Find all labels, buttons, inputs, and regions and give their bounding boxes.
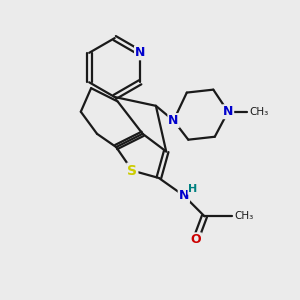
Text: N: N — [135, 46, 146, 59]
Text: N: N — [168, 114, 179, 127]
Text: H: H — [188, 184, 197, 194]
Text: CH₃: CH₃ — [235, 211, 254, 221]
Text: N: N — [179, 189, 189, 202]
Text: O: O — [190, 233, 201, 246]
Text: S: S — [127, 164, 137, 178]
Text: N: N — [223, 105, 233, 118]
Text: CH₃: CH₃ — [250, 107, 269, 117]
